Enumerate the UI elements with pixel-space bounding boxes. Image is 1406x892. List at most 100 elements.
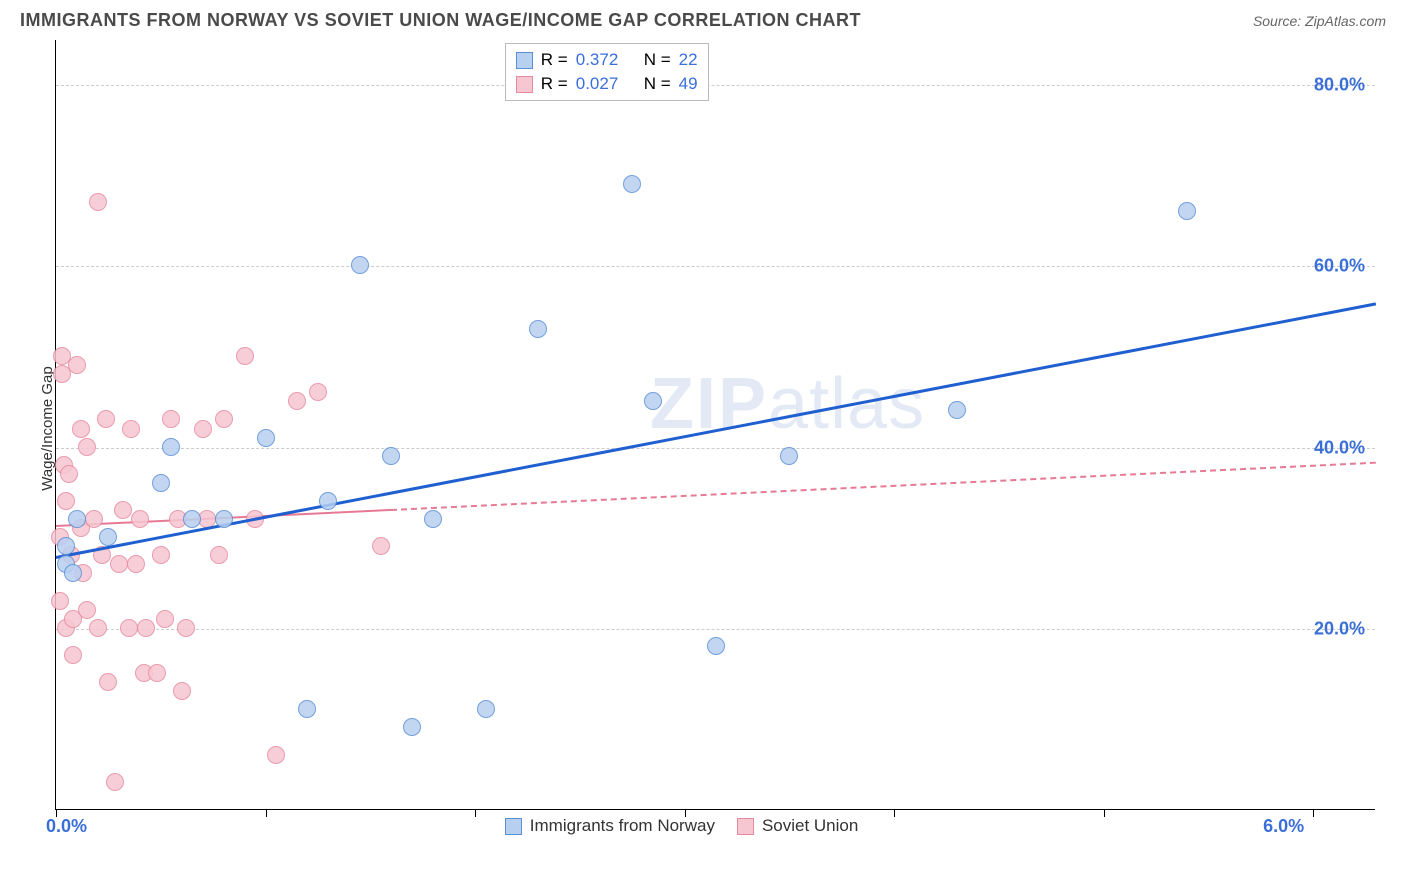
data-point-soviet xyxy=(215,410,233,428)
legend-swatch xyxy=(737,818,754,835)
data-point-norway xyxy=(152,474,170,492)
data-point-norway xyxy=(707,637,725,655)
data-point-soviet xyxy=(156,610,174,628)
data-point-soviet xyxy=(85,510,103,528)
data-point-norway xyxy=(424,510,442,528)
data-point-norway xyxy=(57,537,75,555)
x-tick-mark xyxy=(475,809,476,817)
legend-r-label: R = xyxy=(541,74,568,94)
data-point-norway xyxy=(162,438,180,456)
legend-swatch xyxy=(516,52,533,69)
data-point-soviet xyxy=(162,410,180,428)
legend-swatch xyxy=(516,76,533,93)
data-point-soviet xyxy=(236,347,254,365)
legend-r-value: 0.372 xyxy=(576,50,636,70)
data-point-norway xyxy=(644,392,662,410)
data-point-norway xyxy=(257,429,275,447)
scatter-plot: 20.0%40.0%60.0%80.0%0.0%6.0%ZIPatlasR =0… xyxy=(55,40,1375,810)
data-point-norway xyxy=(948,401,966,419)
trend-line-norway xyxy=(56,303,1377,560)
data-point-norway xyxy=(99,528,117,546)
series-legend-item-norway: Immigrants from Norway xyxy=(505,816,715,836)
x-tick-mark xyxy=(1104,809,1105,817)
y-tick-label: 40.0% xyxy=(1314,437,1365,458)
data-point-soviet xyxy=(152,546,170,564)
legend-n-value: 22 xyxy=(679,50,698,70)
data-point-norway xyxy=(780,447,798,465)
data-point-norway xyxy=(68,510,86,528)
gridline xyxy=(56,266,1375,267)
data-point-soviet xyxy=(127,555,145,573)
data-point-soviet xyxy=(60,465,78,483)
correlation-legend: R = 0.372 N = 22 R = 0.027 N = 49 xyxy=(505,43,709,101)
data-point-soviet xyxy=(51,592,69,610)
x-tick-mark xyxy=(1313,809,1314,817)
data-point-norway xyxy=(215,510,233,528)
data-point-soviet xyxy=(68,356,86,374)
trend-line-soviet-dashed xyxy=(391,461,1376,510)
series-legend-item-soviet: Soviet Union xyxy=(737,816,858,836)
data-point-soviet xyxy=(89,619,107,637)
data-point-norway xyxy=(319,492,337,510)
series-legend: Immigrants from Norway Soviet Union xyxy=(505,816,859,836)
data-point-norway xyxy=(623,175,641,193)
data-point-soviet xyxy=(122,420,140,438)
data-point-soviet xyxy=(99,673,117,691)
data-point-norway xyxy=(351,256,369,274)
x-tick-mark xyxy=(266,809,267,817)
data-point-norway xyxy=(382,447,400,465)
legend-r-value: 0.027 xyxy=(576,74,636,94)
data-point-soviet xyxy=(288,392,306,410)
data-point-soviet xyxy=(106,773,124,791)
data-point-soviet xyxy=(78,601,96,619)
data-point-soviet xyxy=(173,682,191,700)
data-point-soviet xyxy=(309,383,327,401)
series-label: Soviet Union xyxy=(762,816,858,836)
chart-title: IMMIGRANTS FROM NORWAY VS SOVIET UNION W… xyxy=(20,10,861,31)
data-point-soviet xyxy=(210,546,228,564)
y-tick-label: 60.0% xyxy=(1314,256,1365,277)
gridline xyxy=(56,629,1375,630)
legend-n-label: N = xyxy=(644,50,671,70)
data-point-soviet xyxy=(57,492,75,510)
data-point-soviet xyxy=(194,420,212,438)
legend-r-label: R = xyxy=(541,50,568,70)
data-point-norway xyxy=(1178,202,1196,220)
data-point-norway xyxy=(298,700,316,718)
y-tick-label: 20.0% xyxy=(1314,618,1365,639)
gridline xyxy=(56,448,1375,449)
data-point-soviet xyxy=(97,410,115,428)
data-point-soviet xyxy=(114,501,132,519)
data-point-soviet xyxy=(110,555,128,573)
x-tick-mark xyxy=(894,809,895,817)
y-tick-label: 80.0% xyxy=(1314,75,1365,96)
data-point-soviet xyxy=(131,510,149,528)
x-tick-label: 0.0% xyxy=(46,816,87,837)
data-point-soviet xyxy=(72,420,90,438)
data-point-soviet xyxy=(78,438,96,456)
legend-row-norway: R = 0.372 N = 22 xyxy=(516,48,698,72)
legend-n-label: N = xyxy=(644,74,671,94)
data-point-soviet xyxy=(137,619,155,637)
legend-swatch xyxy=(505,818,522,835)
data-point-soviet xyxy=(120,619,138,637)
data-point-soviet xyxy=(177,619,195,637)
data-point-soviet xyxy=(372,537,390,555)
source-name: ZipAtlas.com xyxy=(1305,13,1386,29)
x-tick-label: 6.0% xyxy=(1263,816,1304,837)
data-point-norway xyxy=(477,700,495,718)
data-point-norway xyxy=(403,718,421,736)
source-credit: Source: ZipAtlas.com xyxy=(1253,13,1386,29)
y-axis-label: Wage/Income Gap xyxy=(39,366,56,491)
chart-container: Wage/Income Gap 20.0%40.0%60.0%80.0%0.0%… xyxy=(55,40,1385,830)
gridline xyxy=(56,85,1375,86)
legend-row-soviet: R = 0.027 N = 49 xyxy=(516,72,698,96)
data-point-norway xyxy=(183,510,201,528)
data-point-soviet xyxy=(148,664,166,682)
source-label: Source: xyxy=(1253,13,1301,29)
data-point-soviet xyxy=(267,746,285,764)
data-point-soviet xyxy=(64,646,82,664)
data-point-norway xyxy=(64,564,82,582)
legend-n-value: 49 xyxy=(679,74,698,94)
series-label: Immigrants from Norway xyxy=(530,816,715,836)
